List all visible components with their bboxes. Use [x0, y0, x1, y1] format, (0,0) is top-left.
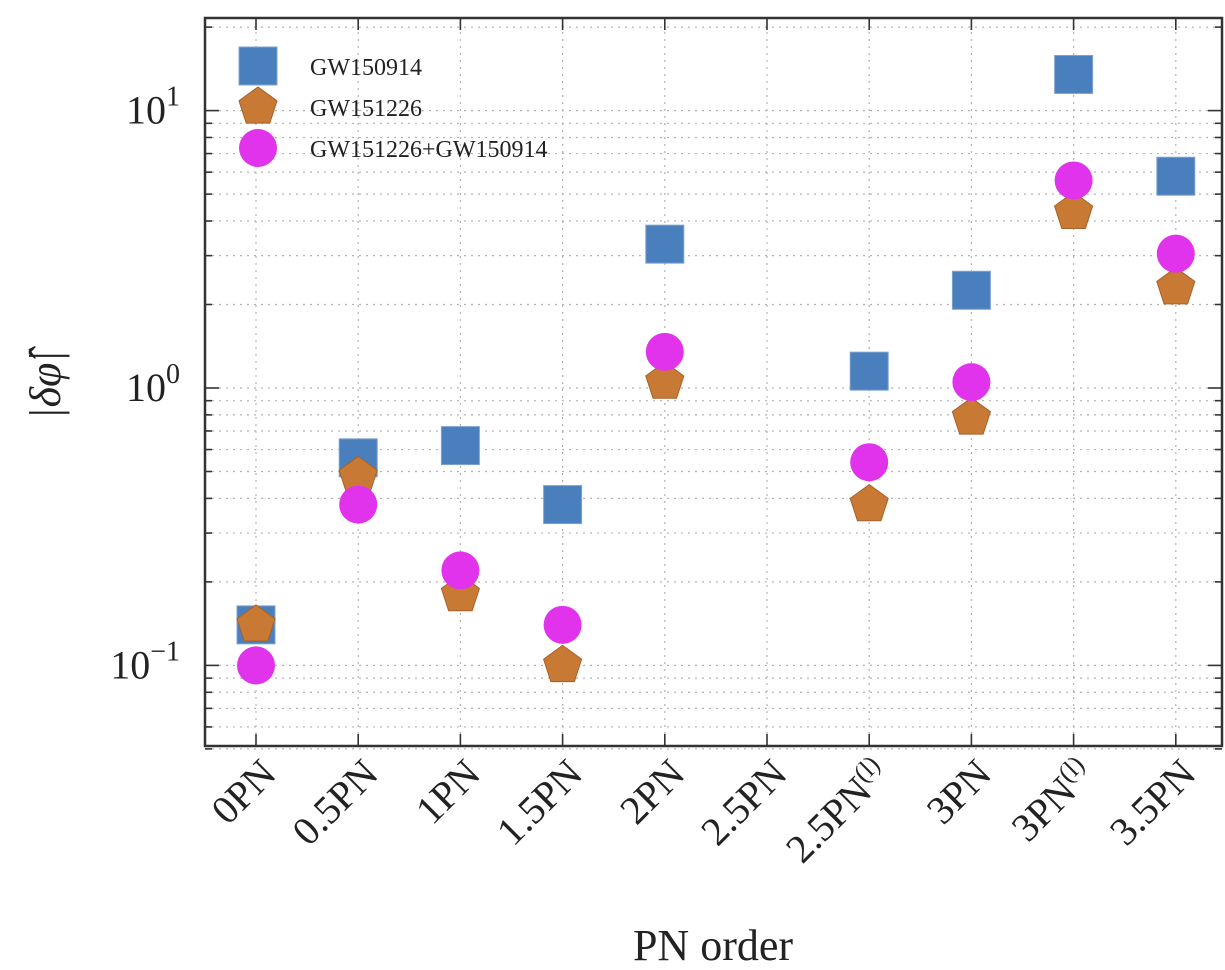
data-point-square: [1054, 54, 1094, 94]
data-point-pentagon: [1156, 267, 1196, 305]
legend-label: GW151226: [310, 96, 422, 122]
data-point-circle: [237, 646, 275, 685]
data-point-square: [543, 485, 583, 525]
data-point-square: [1156, 156, 1196, 196]
data-point-circle: [1156, 234, 1195, 273]
data-point-circle: [952, 363, 991, 402]
legend-label: GW151226+GW150914: [310, 137, 548, 163]
data-points: [236, 54, 1196, 685]
x-axis-label: PN order: [633, 921, 793, 970]
data-point-pentagon: [542, 644, 583, 683]
x-tick-label: 2PN: [611, 751, 693, 833]
data-point-circle: [1054, 161, 1093, 200]
x-tick-label: 0.5PN: [283, 751, 386, 854]
legend-marker-circle: [239, 129, 277, 167]
plot-frame: [203, 16, 1224, 748]
x-tick-label: 3PN: [918, 751, 1000, 833]
data-point-pentagon: [849, 483, 889, 522]
y-tick-label: 100: [126, 359, 180, 410]
y-axis-label: |δφ̂|: [21, 346, 70, 420]
x-tick-label: 3.5PN: [1101, 751, 1204, 854]
data-point-pentagon: [951, 397, 992, 435]
data-point-square: [849, 351, 889, 391]
x-tick-label: 0PN: [202, 751, 284, 833]
data-point-pentagon: [645, 361, 685, 399]
data-point-circle: [850, 443, 889, 482]
y-tick-label: 101: [126, 82, 180, 133]
data-point-pentagon: [1053, 191, 1094, 229]
data-point-circle: [441, 551, 480, 590]
legend-label: GW150914: [310, 55, 422, 81]
data-point-circle: [645, 332, 684, 371]
x-tick-label: 1.5PN: [488, 751, 591, 854]
legend: GW150914 GW151226 GW151226+GW150914: [238, 46, 548, 167]
legend-marker-square: [238, 46, 278, 86]
data-point-circle: [339, 485, 378, 524]
data-point-square: [951, 270, 991, 310]
axis-ticks: [205, 18, 1222, 750]
data-point-pentagon: [236, 604, 276, 642]
legend-marker-pentagon: [238, 86, 278, 124]
data-point-circle: [543, 605, 582, 644]
y-tick-labels: 10−1 100 101: [110, 82, 180, 688]
grid-lines: [205, 18, 1222, 750]
data-point-square: [440, 426, 480, 466]
x-tick-label: 3PN(l): [1002, 750, 1102, 850]
y-tick-label: 10−1: [110, 636, 180, 687]
x-tick-label: 2.5PN(l): [776, 750, 897, 871]
data-point-square: [645, 224, 685, 264]
x-tick-label: 1PN: [407, 751, 489, 833]
